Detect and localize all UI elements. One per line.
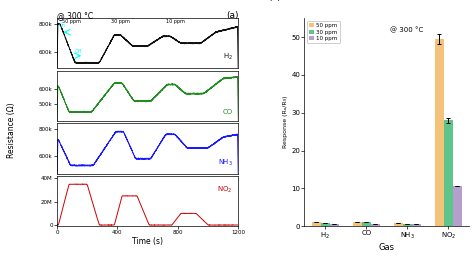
Text: 50 ppm: 50 ppm	[62, 19, 81, 24]
Bar	[321, 223, 330, 226]
Legend: 50 ppm, 30 ppm, 10 ppm: 50 ppm, 30 ppm, 10 ppm	[307, 21, 340, 43]
Text: Off: Off	[75, 49, 82, 54]
Text: H$_2$: H$_2$	[223, 52, 233, 62]
Text: 10 ppm: 10 ppm	[166, 19, 185, 24]
Text: @ 300 °C: @ 300 °C	[390, 27, 423, 33]
Text: On: On	[59, 23, 65, 28]
Bar	[403, 224, 412, 226]
Text: CO: CO	[223, 109, 233, 115]
Text: Resistance (Ω): Resistance (Ω)	[7, 102, 16, 158]
X-axis label: Gas: Gas	[379, 243, 395, 252]
Text: @ 300 °C: @ 300 °C	[57, 11, 93, 20]
X-axis label: Time (s): Time (s)	[132, 237, 163, 246]
Text: (a): (a)	[226, 11, 238, 20]
Y-axis label: Response (Rₐ/R₉): Response (Rₐ/R₉)	[283, 96, 288, 148]
Bar	[362, 222, 371, 226]
Bar	[444, 120, 453, 226]
Bar	[353, 222, 362, 226]
Text: NO$_2$: NO$_2$	[218, 185, 233, 195]
Text: (b): (b)	[268, 0, 281, 2]
Bar	[371, 224, 380, 226]
Bar	[312, 222, 321, 226]
Bar	[412, 224, 421, 226]
Text: 30 ppm: 30 ppm	[111, 19, 130, 24]
Text: NH$_3$: NH$_3$	[218, 157, 233, 167]
Bar	[394, 223, 403, 226]
Bar	[435, 39, 444, 226]
Bar	[330, 224, 339, 226]
Bar	[453, 186, 462, 226]
